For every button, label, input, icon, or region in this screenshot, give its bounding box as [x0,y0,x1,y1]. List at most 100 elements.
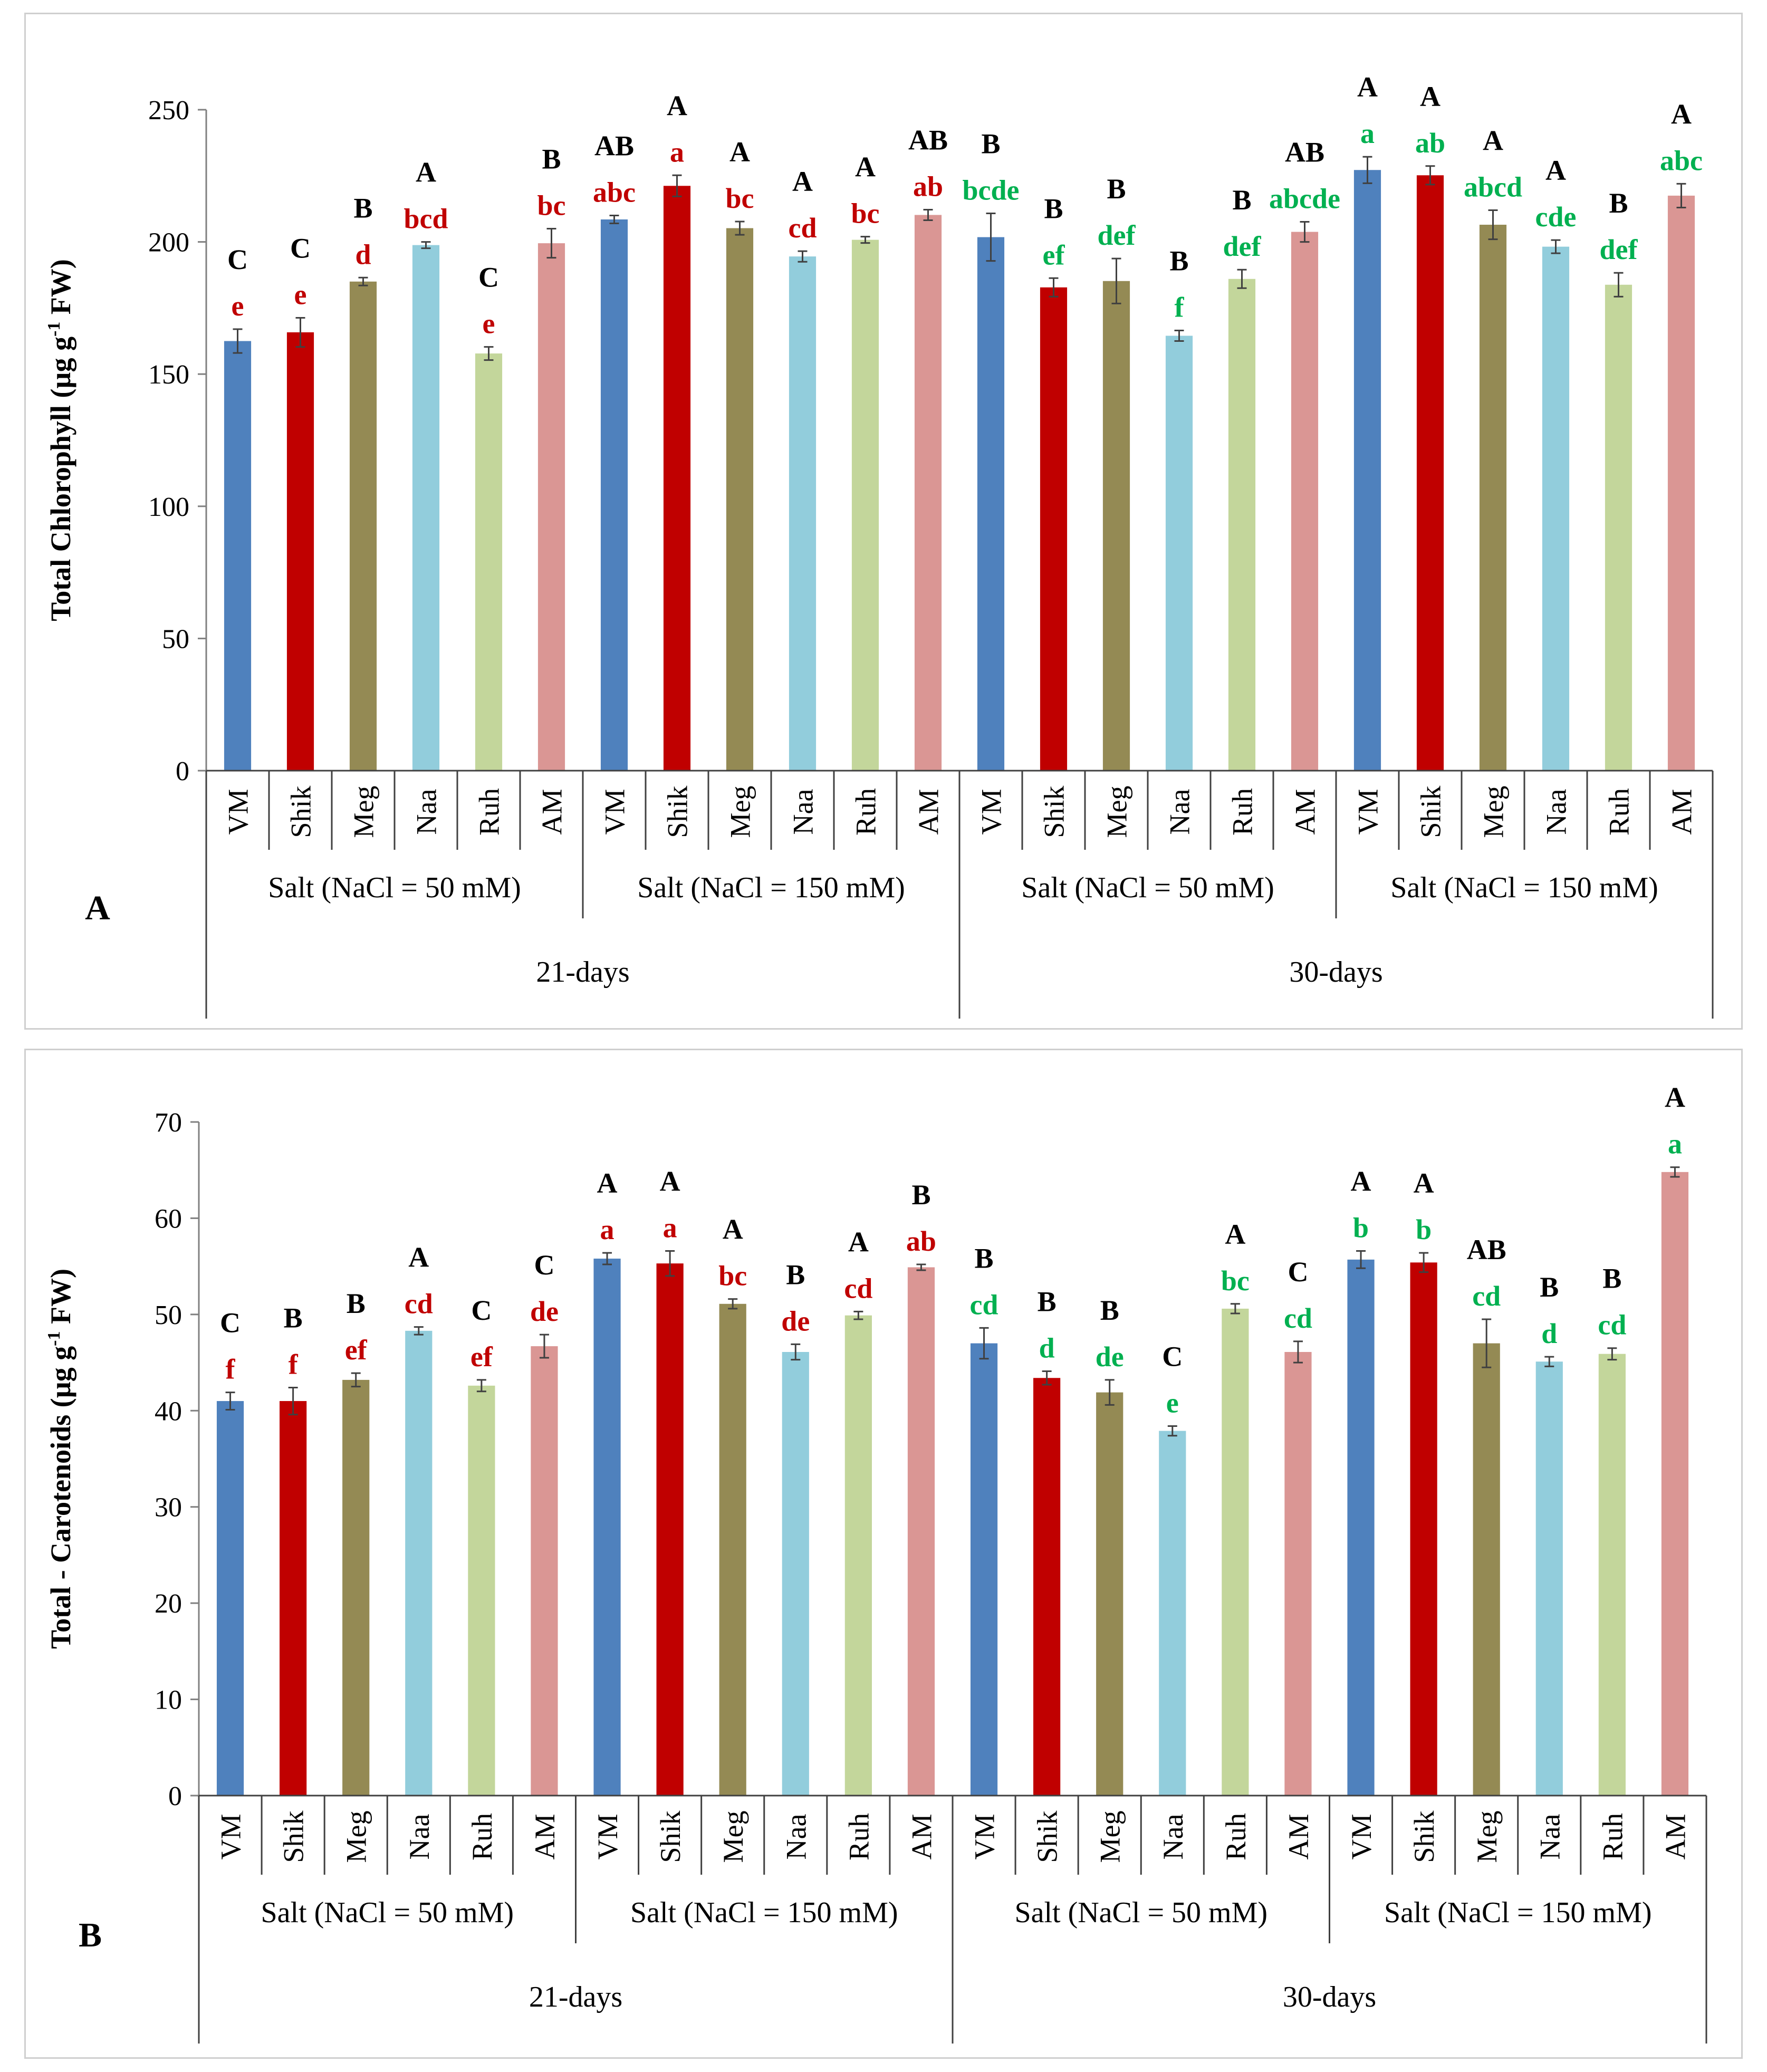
chart1-significance-upper: AB [594,130,634,161]
chart2-period-label: 21-days [529,1981,622,2013]
chart2-significance-lower: f [289,1349,299,1380]
chart1-significance-upper: B [1609,187,1628,219]
chart1-bar-shik [286,332,314,771]
chart2-bar-naa [782,1352,809,1796]
chart1-significance-upper: B [1232,184,1251,216]
chart2-significance-lower: d [1541,1318,1557,1349]
chart1-period-label: 30-days [1289,956,1382,989]
chart2-bar-ruh [1598,1354,1626,1796]
chart2-bar-vm [970,1343,998,1796]
chart2-significance-upper: B [786,1259,805,1290]
chart2-cultivar-label: AM [1283,1814,1314,1859]
chart2-bar-ruh [1222,1308,1249,1796]
chart2-significance-upper: AB [1467,1234,1506,1265]
chart2-treatment-label: Salt (NaCl = 150 mM) [630,1896,898,1929]
chart2-significance-lower: de [1096,1341,1124,1373]
chart2-significance-upper: A [723,1214,743,1245]
chart1-cultivar-label: VM [1352,789,1384,834]
chart2-bar-vm [593,1259,621,1796]
chart2-bar-am [531,1346,558,1796]
chart2-significance-upper: B [911,1179,930,1211]
chart2-significance-upper: A [1351,1165,1371,1197]
chart2-cultivar-label: Meg [341,1811,372,1863]
chart1-period-label: 21-days [536,956,629,989]
chart2-bar-ruh [468,1385,495,1796]
chart1-significance-upper: B [353,192,372,224]
chart1-significance-upper: C [227,244,248,275]
chart2-y-tick-label: 10 [155,1685,182,1715]
chart1-significance-upper: A [855,151,876,183]
chart1-significance-upper: A [1357,71,1378,103]
y-title-main: Total Chlorophyll (µg g [45,337,76,621]
chart2-cultivar-label: AM [906,1814,937,1859]
chart2-period-label: 30-days [1283,1981,1376,2013]
chart1-significance-lower: abc [1660,145,1703,176]
chart1-cultivar-label: Shik [662,785,694,838]
chart1-treatment-label: Salt (NaCl = 150 mM) [637,871,905,904]
chart2-significance-lower: a [663,1212,677,1243]
chart2-bar-naa [1159,1431,1186,1796]
chart2-cultivar-label: Meg [1094,1811,1126,1863]
chart1-bar-vm [1353,170,1381,771]
y-title-end: FW) [45,1269,76,1331]
chart1-bar-am [537,243,565,771]
chart2-significance-lower: cd [1472,1280,1501,1312]
chart1-bar-ruh [1605,284,1632,771]
chart2-significance-upper: A [1665,1082,1685,1114]
chart2-significance-lower: de [781,1305,810,1337]
chart1-bar-vm [224,341,252,771]
chart2-significance-upper: A [597,1167,618,1199]
chart1-significance-upper: A [416,157,436,188]
chart1-cultivar-label: AM [536,789,568,834]
chart2-cultivar-label: Shik [1032,1810,1063,1863]
chart1-bar-vm [600,219,628,771]
chart2-significance-lower: a [600,1214,614,1245]
chart2-significance-lower: ef [470,1341,493,1373]
chart2-y-axis-title: Total - Carotenoids (µg g-1 FW) [44,1269,76,1649]
chart1-bar-am [1291,232,1319,771]
chart2-cultivar-label: Meg [1471,1811,1503,1863]
chlorophyll-chart-svg: 0 50 100 150 200 250 Total Chlorophyll (µg g-1… [44,71,1714,1019]
chart2-panel-label: B [79,1916,102,1954]
chart1-significance-lower: def [1223,231,1262,262]
chart2-cultivar-label: Naa [404,1814,435,1860]
chart2-significance-upper: C [1162,1340,1183,1372]
chart1-cultivar-label: Naa [1164,789,1196,835]
chart1-cultivar-label: Naa [788,789,819,835]
chart2-significance-upper: B [347,1288,366,1319]
chart1-significance-upper: A [792,166,813,197]
chart1-panel-label: A [85,889,110,927]
chart1-significance-lower: ef [1043,239,1065,271]
chart1-cultivar-label: Shik [285,785,317,838]
chart2-bar-vm [216,1401,244,1796]
chart2-bar-naa [1535,1361,1563,1796]
panel-a-chlorophyll-chart: 0 50 100 150 200 250 Total Chlorophyll (µg g-1… [24,13,1743,1030]
chart1-bar-shik [1416,175,1444,771]
chart1-cultivar-label: AM [1290,789,1321,834]
chart2-cultivar-label: VM [215,1814,247,1859]
chart2-significance-lower: ef [345,1334,368,1366]
chart1-significance-upper: A [1671,98,1692,130]
chart2-y-tick-label: 20 [155,1589,182,1619]
chart2-bar-vm [1347,1259,1375,1796]
chart2-cultivar-label: Ruh [1597,1813,1628,1860]
chart2-significance-lower: cd [1598,1309,1626,1341]
chart2-significance-lower: bc [718,1260,747,1292]
chart1-bar-meg [1102,281,1130,771]
chart2-significance-lower: bc [1221,1265,1250,1297]
chart1-significance-upper: C [290,232,311,264]
chart2-cultivar-label: Ruh [1220,1813,1252,1860]
chart1-y-tick-label: 100 [148,492,189,522]
chart2-significance-upper: A [1414,1167,1434,1199]
chart1-cultivar-label: Meg [1101,786,1133,838]
chart2-y-tick-label: 50 [155,1300,182,1330]
chart1-significance-upper: AB [908,124,948,156]
chart1-bar-am [914,215,942,771]
chart2-y-tick-label: 60 [155,1204,182,1234]
chart1-cultivar-label: Ruh [850,788,882,836]
chart2-significance-upper: B [1602,1263,1621,1294]
chart1-cultivar-label: VM [599,789,631,834]
chart2-bar-am [1661,1172,1689,1796]
chart2-significance-upper: C [471,1294,492,1326]
chart1-bar-meg [726,228,754,771]
